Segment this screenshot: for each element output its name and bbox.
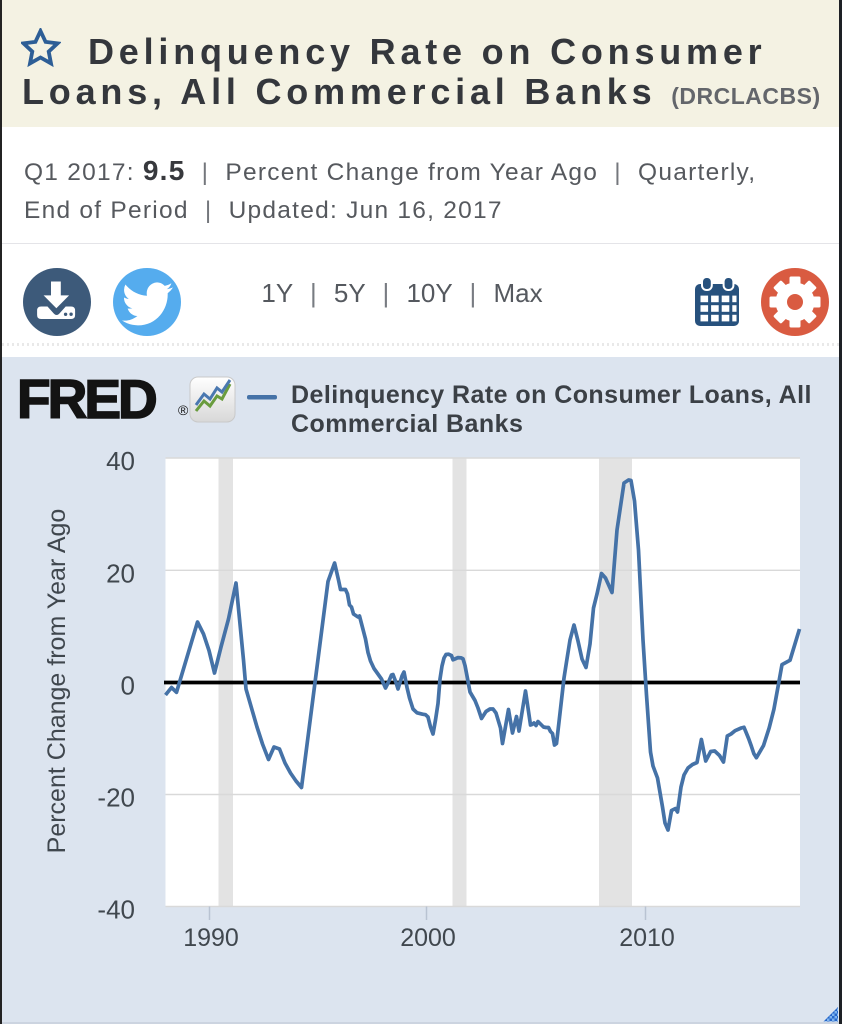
svg-text:40: 40 [106, 446, 135, 476]
svg-text:0: 0 [121, 671, 135, 701]
svg-text:1990: 1990 [183, 924, 239, 952]
svg-text:-20: -20 [97, 783, 135, 813]
svg-text:2000: 2000 [400, 924, 456, 952]
svg-text:Percent Change from Year Ago: Percent Change from Year Ago [43, 509, 71, 854]
svg-text:20: 20 [106, 558, 135, 588]
svg-text:-40: -40 [97, 895, 135, 925]
svg-text:2010: 2010 [619, 924, 675, 952]
